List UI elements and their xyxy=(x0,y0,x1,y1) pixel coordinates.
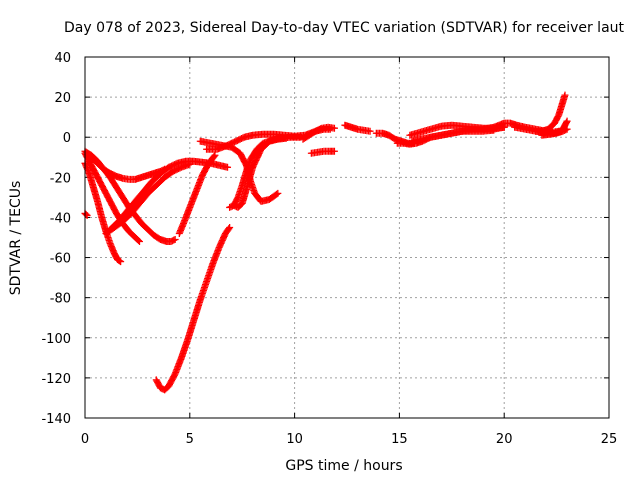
data-point-marker xyxy=(226,223,234,231)
x-tick-label: 0 xyxy=(81,432,89,447)
chart-title: Day 078 of 2023, Sidereal Day-to-day VTE… xyxy=(64,20,625,36)
data-point-marker xyxy=(82,210,90,218)
data-point-marker xyxy=(211,151,219,159)
series-arc-15 xyxy=(307,147,338,157)
x-tick-label: 10 xyxy=(286,432,303,447)
data-point-marker xyxy=(171,236,179,244)
series-arc-16 xyxy=(341,121,374,135)
series-arc-24 xyxy=(538,125,571,139)
data-point-marker xyxy=(135,238,143,246)
data-point-marker xyxy=(563,117,571,125)
series-arc-14 xyxy=(299,123,338,143)
data-point-marker xyxy=(170,236,178,244)
y-tick-label: -120 xyxy=(41,372,71,387)
data-point-marker xyxy=(134,237,142,245)
data-point-marker xyxy=(224,163,232,171)
data-point-marker xyxy=(562,126,570,134)
y-tick-label: 40 xyxy=(54,51,71,66)
data-point-marker xyxy=(366,127,374,135)
ticks-layer: 0 5 10 15 20 25 -140 -120 -100 -80 -60 -40 -20 0 20 40 xyxy=(41,51,617,447)
x-tick-label: 15 xyxy=(391,432,408,447)
data-point-marker xyxy=(274,189,282,197)
x-tick-label: 25 xyxy=(601,432,618,447)
plot-frame xyxy=(84,56,610,419)
x-axis-label: GPS time / hours xyxy=(285,458,402,474)
y-tick-label: -20 xyxy=(50,171,71,186)
y-axis-label: SDTVAR / TECUs xyxy=(8,181,24,296)
y-tick-label: -140 xyxy=(41,412,71,427)
data-point-marker xyxy=(561,91,569,99)
data-point-marker xyxy=(330,124,338,132)
series-arc-9 xyxy=(152,223,234,394)
x-tick-label: 20 xyxy=(496,432,513,447)
data-point-marker xyxy=(210,152,218,160)
series-arc-8 xyxy=(175,151,219,237)
data-point-marker xyxy=(273,190,281,198)
y-tick-label: -80 xyxy=(50,292,71,307)
grid-layer xyxy=(85,57,609,418)
y-tick-label: 0 xyxy=(63,131,71,146)
data-point-marker xyxy=(117,258,125,266)
y-tick-label: -60 xyxy=(50,252,71,267)
y-tick-label: 20 xyxy=(54,91,71,106)
y-tick-label: -40 xyxy=(50,211,71,226)
data-point-marker xyxy=(563,125,571,133)
x-tick-label: 5 xyxy=(186,432,194,447)
data-point-marker xyxy=(330,147,338,155)
data-point-marker xyxy=(225,225,233,233)
y-tick-label: -100 xyxy=(41,332,71,347)
data-point-marker xyxy=(116,257,124,265)
